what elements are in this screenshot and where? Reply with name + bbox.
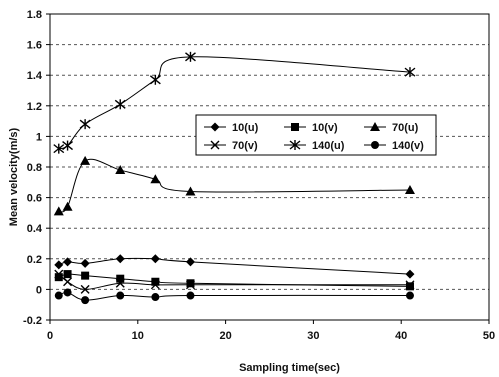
data-point [150,174,161,184]
data-point [81,271,90,280]
data-point [81,296,90,305]
x-tick-label: 20 [219,330,231,342]
marker-stroke [405,280,415,290]
data-point [404,67,416,78]
data-point [405,282,414,291]
legend-marker [210,122,220,132]
series-10(u) [54,254,415,279]
legend-label: 10(v) [312,122,338,134]
data-point [54,291,63,300]
data-point [186,279,195,288]
data-point [63,288,72,297]
legend-label: 10(u) [232,122,259,134]
y-tick-label: -0.2 [23,315,42,327]
y-axis-title: Mean velocity(m/s) [8,127,20,226]
marker-stroke [63,277,73,287]
legend-marker [210,140,220,150]
data-point [185,257,195,267]
axis-ticks: -0.2 0 0.2 0.4 0.6 0.8 1 1.2 1.4 1.6 1.8 0 10 20 30 40 5… [23,9,495,342]
legend-marker [289,140,301,150]
data-point [185,51,196,62]
marker-stroke [210,140,220,150]
y-tick-label: 0.4 [27,223,43,235]
data-point [115,254,125,264]
data-point [405,269,415,279]
x-tick-label: 50 [483,330,495,342]
series-layer [53,51,416,305]
y-tick-label: 1.6 [27,40,42,52]
marker-stroke [115,278,125,288]
data-point [115,165,126,175]
data-point [150,254,160,264]
x-tick-label: 10 [132,330,144,342]
data-point [405,291,414,300]
data-point [115,278,125,288]
marker-stroke [185,280,195,290]
data-point [185,280,195,290]
data-point [80,284,90,294]
data-point [62,140,73,151]
data-point [149,74,161,85]
legend-box [195,114,437,156]
data-point [151,277,160,286]
data-point [186,291,195,300]
data-point [80,155,91,165]
marker-stroke [150,280,160,290]
data-point [63,270,72,279]
series-10(v) [54,270,414,291]
legend-marker [370,122,380,131]
y-tick-label: 0 [36,284,42,296]
x-axis-title: Sampling time(sec) [239,362,340,374]
y-tick-label: 1.8 [27,9,42,21]
data-point [62,201,73,211]
legend: 10(u) 10(v) 70(u) 70(v) 140(u) 140(v) [195,114,437,156]
series-70(u) [53,155,415,216]
y-tick-label: 1.4 [27,70,43,82]
data-point [80,258,90,268]
marker-stroke [80,284,90,294]
data-point [405,280,415,290]
y-tick-label: 1 [36,131,42,143]
data-point [53,143,65,154]
x-tick-label: 30 [307,330,319,342]
series-line [58,257,411,275]
series-140(u) [53,51,416,154]
series-140(v) [54,288,414,305]
legend-label: 70(u) [392,122,419,134]
legend-marker [371,141,379,149]
data-point [150,280,160,290]
y-tick-label: 0.8 [27,162,42,174]
marker-stroke [54,269,64,279]
data-point [116,291,125,300]
x-tick-label: 40 [395,330,407,342]
legend-label: 70(v) [232,140,258,152]
data-point [53,206,64,216]
data-point [63,257,73,267]
data-point [54,260,64,270]
y-tick-label: 1.2 [27,101,42,113]
legend-label: 140(v) [392,140,424,152]
series-line [58,291,410,301]
data-point [114,99,126,110]
data-point [404,184,415,194]
data-point [54,269,64,279]
x-tick-label: 0 [47,330,53,342]
series-line [58,273,410,290]
data-point [63,277,73,287]
y-tick-label: 0.2 [27,254,42,266]
data-point [54,273,63,282]
legend-marker [291,123,299,131]
data-point [185,186,196,196]
gridlines [50,44,489,290]
y-tick-label: 0.6 [27,193,42,205]
data-point [116,274,125,283]
data-point [79,119,91,130]
data-point [151,293,160,302]
legend-label: 140(u) [312,140,345,152]
series-70(v) [54,269,415,294]
